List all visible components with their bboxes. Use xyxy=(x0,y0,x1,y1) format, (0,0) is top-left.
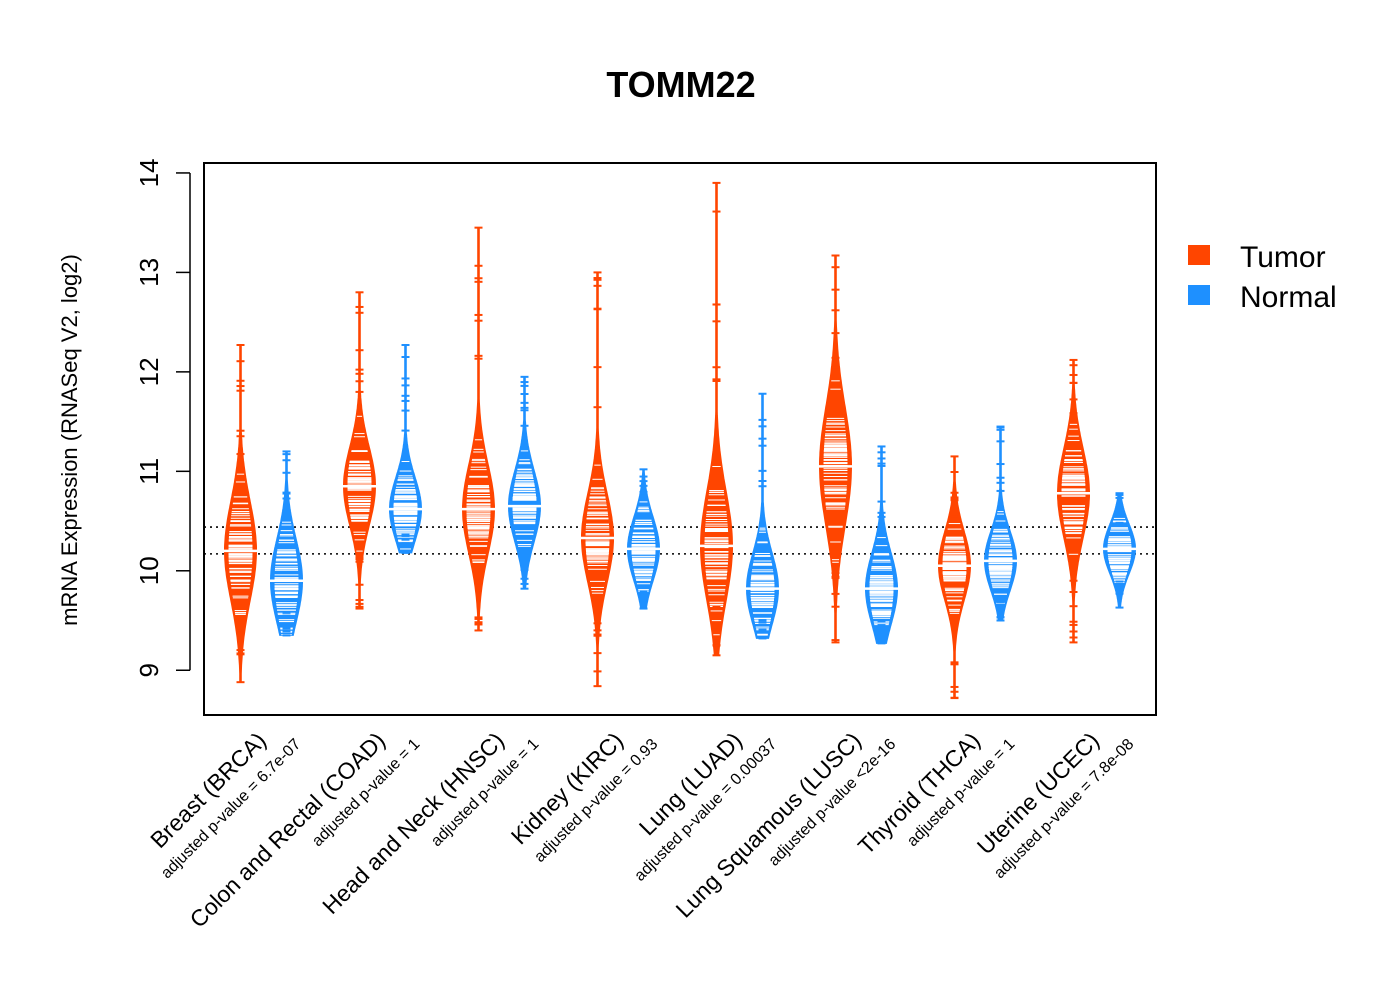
tumor-bean xyxy=(460,226,497,632)
tumor-bean xyxy=(936,455,973,700)
y-axis: 9 10 11 12 13 14 xyxy=(134,158,191,677)
y-tick-label: 9 xyxy=(134,663,164,677)
tumor-bean xyxy=(341,291,378,610)
normal-bean xyxy=(387,344,424,554)
legend-label-normal: Normal xyxy=(1240,281,1337,314)
category-group xyxy=(936,425,1019,700)
y-tick-label: 12 xyxy=(134,357,164,386)
chart-title: TOMM22 xyxy=(606,64,755,105)
normal-bean xyxy=(744,392,781,640)
category-group xyxy=(817,254,900,645)
tumor-bean xyxy=(222,344,259,684)
tumor-bean xyxy=(1055,358,1092,644)
category-group xyxy=(579,271,662,688)
y-tick-label: 10 xyxy=(134,556,164,585)
normal-bean xyxy=(1101,492,1138,609)
category-group xyxy=(222,344,305,684)
tumor-bean xyxy=(579,271,616,688)
category-group xyxy=(698,181,781,657)
normal-bean xyxy=(863,445,900,645)
normal-bean xyxy=(982,425,1019,622)
tumor-bean xyxy=(817,254,854,644)
normal-bean xyxy=(625,468,662,610)
category-group xyxy=(1055,358,1138,644)
tumor-bean xyxy=(698,181,735,657)
legend-swatch-normal xyxy=(1188,285,1210,305)
beans-layer xyxy=(222,181,1138,700)
normal-bean xyxy=(506,375,543,590)
legend-swatch-tumor xyxy=(1188,245,1210,265)
plot-frame xyxy=(203,162,1157,716)
y-axis-label: mRNA Expression (RNASeq V2, log2) xyxy=(57,254,82,626)
y-tick-label: 11 xyxy=(134,458,164,485)
category-group xyxy=(341,291,424,610)
category-group xyxy=(460,226,543,632)
legend-label-tumor: Tumor xyxy=(1240,241,1326,274)
legend: Tumor Normal xyxy=(1188,241,1337,314)
y-tick-label: 13 xyxy=(134,258,164,287)
y-tick-label: 14 xyxy=(134,158,164,187)
normal-bean xyxy=(268,450,305,637)
